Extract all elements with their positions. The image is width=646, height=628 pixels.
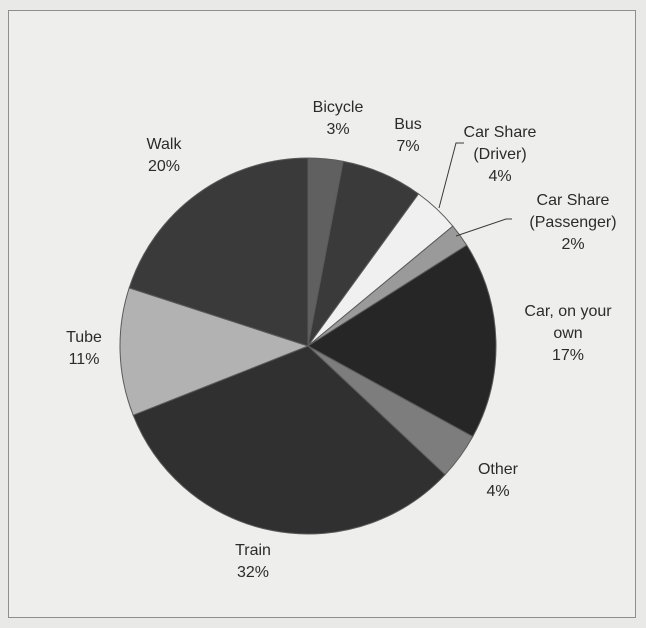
slice-label-train: Train 32% [235, 542, 271, 581]
slice-label-car-share-driver: Car Share (Driver) 4% [464, 124, 537, 185]
slice-name-other: Other [478, 461, 519, 478]
pie-slices [119, 157, 497, 535]
pie-slice-walk [128, 157, 309, 347]
pie-slice-train [132, 345, 446, 535]
slice-name-car-on-your-own: own [553, 325, 582, 342]
slice-percent-car-on-your-own: 17% [552, 347, 584, 364]
leader-line-car-share-passenger [455, 218, 512, 237]
slice-name-bus: Bus [394, 116, 422, 133]
slice-name-train: Train [235, 542, 271, 559]
slice-name-walk: Walk [147, 136, 183, 153]
slice-percent-bicycle: 3% [326, 121, 349, 138]
slice-percent-walk: 20% [148, 158, 180, 175]
slice-label-other: Other 4% [478, 461, 519, 500]
slice-name-bicycle: Bicycle [313, 99, 364, 116]
pie-slice-tube [119, 287, 310, 416]
slice-label-bicycle: Bicycle 3% [313, 99, 364, 138]
slice-percent-train: 32% [237, 564, 269, 581]
slice-label-car-on-your-own: Car, on your own 17% [524, 303, 612, 364]
leader-line-car-share-driver [438, 142, 464, 209]
slice-percent-bus: 7% [396, 138, 419, 155]
slice-label-tube: Tube 11% [66, 329, 102, 368]
slice-name-tube: Tube [66, 329, 102, 346]
slice-label-walk: Walk 20% [147, 136, 183, 175]
slice-label-car-share-passenger: Car Share (Passenger) 2% [529, 192, 616, 253]
slice-name-car-share-driver: Car Share [464, 124, 537, 141]
slice-label-bus: Bus 7% [394, 116, 422, 155]
slice-percent-car-share-driver: 4% [488, 168, 511, 185]
slice-percent-tube: 11% [69, 351, 100, 368]
leader-lines [438, 142, 512, 237]
slice-name-car-share-driver: (Driver) [473, 146, 526, 163]
slice-labels: Bicycle 3% Bus 7%Car Share (Driver) 4%Car Sha… [66, 99, 617, 581]
slice-name-car-on-your-own: Car, on your [524, 303, 612, 320]
slice-name-car-share-passenger: (Passenger) [529, 214, 616, 231]
slice-percent-car-share-passenger: 2% [561, 236, 584, 253]
slice-percent-other: 4% [486, 483, 509, 500]
pie-slice-car-on-your-own [307, 244, 497, 438]
slice-name-car-share-passenger: Car Share [537, 192, 610, 209]
